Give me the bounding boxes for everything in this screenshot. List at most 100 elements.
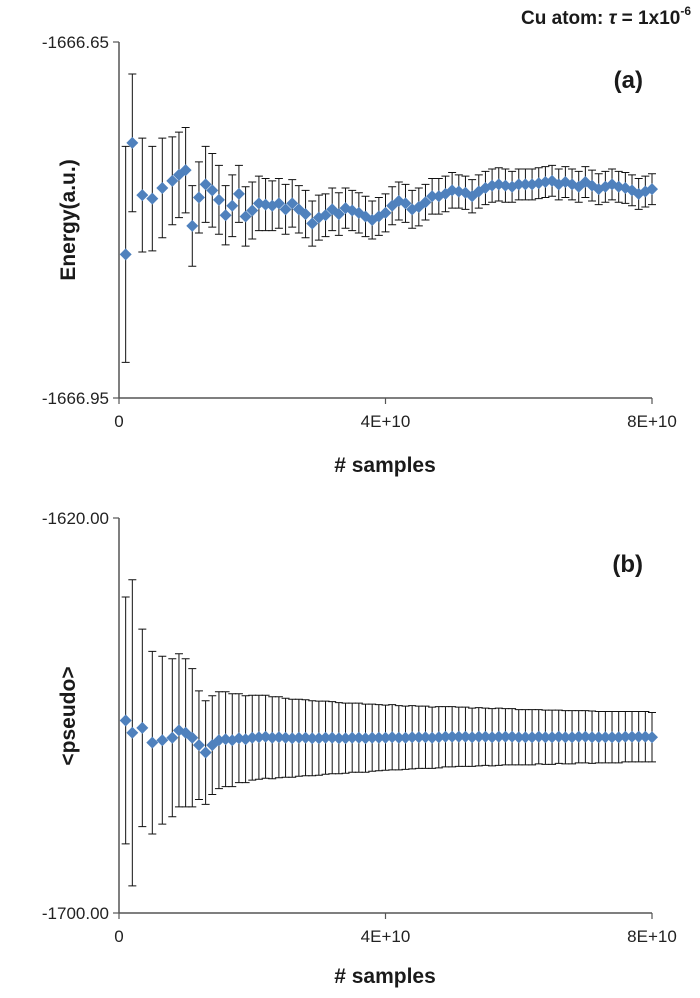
data-point bbox=[126, 726, 139, 739]
data-point bbox=[392, 731, 405, 744]
data-point bbox=[126, 136, 139, 149]
figure-title: Cu atom: τ = 1x10-6 bbox=[521, 4, 691, 29]
data-point bbox=[232, 187, 245, 200]
data-point bbox=[136, 189, 149, 202]
data-point bbox=[419, 731, 432, 744]
data-point bbox=[612, 731, 625, 744]
data-point bbox=[272, 197, 285, 210]
data-point bbox=[246, 204, 259, 217]
data-point bbox=[292, 731, 305, 744]
data-point bbox=[299, 731, 312, 744]
data-point bbox=[512, 731, 525, 744]
data-point bbox=[446, 730, 459, 743]
x-tick-label: 4E+10 bbox=[361, 412, 411, 431]
data-point bbox=[306, 217, 319, 230]
data-point bbox=[606, 731, 619, 744]
data-point bbox=[166, 731, 179, 744]
data-point bbox=[156, 181, 169, 194]
data-point bbox=[479, 730, 492, 743]
data-point bbox=[566, 731, 579, 744]
data-point bbox=[426, 190, 439, 203]
data-point bbox=[226, 199, 239, 212]
data-point bbox=[306, 732, 319, 745]
data-point bbox=[599, 731, 612, 744]
data-point bbox=[346, 731, 359, 744]
data-point bbox=[332, 732, 345, 745]
data-point bbox=[559, 731, 572, 744]
data-point bbox=[426, 731, 439, 744]
data-point bbox=[279, 203, 292, 216]
data-point bbox=[186, 219, 199, 232]
data-point bbox=[532, 730, 545, 743]
data-point bbox=[312, 732, 325, 745]
data-point bbox=[399, 197, 412, 210]
data-point bbox=[619, 730, 632, 743]
data-point bbox=[119, 248, 132, 261]
data-point bbox=[639, 730, 652, 743]
data-point bbox=[219, 209, 232, 222]
data-point bbox=[386, 731, 399, 744]
data-point bbox=[286, 197, 299, 210]
data-point bbox=[646, 183, 658, 196]
data-point bbox=[439, 730, 452, 743]
data-point bbox=[352, 731, 365, 744]
data-point bbox=[379, 731, 392, 744]
y-axis-title: Energy(a.u.) bbox=[57, 159, 80, 280]
panel-label: (b) bbox=[612, 551, 643, 578]
data-point bbox=[499, 730, 512, 743]
data-point bbox=[332, 208, 345, 221]
data-point bbox=[592, 731, 605, 744]
data-point bbox=[192, 191, 205, 204]
x-axis-title: # samples bbox=[334, 454, 436, 477]
data-point bbox=[379, 206, 392, 219]
data-point bbox=[166, 174, 179, 187]
data-point bbox=[579, 730, 592, 743]
data-point bbox=[199, 178, 212, 191]
y-tick-label: -1666.95 bbox=[42, 389, 109, 408]
x-tick-label: 0 bbox=[114, 927, 123, 946]
data-point bbox=[552, 730, 565, 743]
data-point bbox=[119, 714, 132, 727]
y-tick-label: -1700.00 bbox=[42, 904, 109, 923]
y-tick-label: -1620.00 bbox=[42, 509, 109, 528]
data-point bbox=[492, 730, 505, 743]
data-point bbox=[519, 731, 532, 744]
data-point bbox=[546, 731, 559, 744]
data-point bbox=[246, 731, 259, 744]
data-point bbox=[326, 731, 339, 744]
data-point bbox=[452, 730, 465, 743]
data-point bbox=[472, 730, 485, 743]
y-tick-label: -1666.65 bbox=[42, 33, 109, 52]
x-axis-title: # samples bbox=[334, 965, 436, 988]
y-axis-title: <pseudo> bbox=[57, 666, 80, 765]
x-tick-label: 8E+10 bbox=[627, 927, 677, 946]
data-point bbox=[146, 192, 159, 205]
panel-label: (a) bbox=[614, 67, 643, 94]
chart-panel-a: Energy(a.u.) # samples (a) -1666.65 -1666… bbox=[42, 33, 677, 477]
x-tick-label: 8E+10 bbox=[627, 412, 677, 431]
data-point bbox=[466, 731, 479, 744]
data-point bbox=[366, 731, 379, 744]
x-tick-label: 4E+10 bbox=[361, 927, 411, 946]
data-point bbox=[136, 721, 149, 734]
data-point bbox=[272, 731, 285, 744]
data-point bbox=[506, 730, 519, 743]
data-point bbox=[146, 736, 159, 749]
data-point bbox=[372, 731, 385, 744]
data-point bbox=[339, 732, 352, 745]
chart-panel-b: <pseudo> # samples (b) -1620.00 -1700.00 0… bbox=[42, 509, 677, 988]
data-point bbox=[519, 178, 532, 191]
data-point bbox=[646, 731, 658, 744]
data-point bbox=[539, 731, 552, 744]
data-point bbox=[626, 730, 639, 743]
data-point bbox=[286, 732, 299, 745]
data-point bbox=[266, 731, 279, 744]
data-point bbox=[359, 732, 372, 745]
data-point bbox=[319, 209, 332, 222]
data-point bbox=[512, 178, 525, 191]
data-point bbox=[239, 210, 252, 223]
data-point bbox=[179, 164, 192, 177]
data-point bbox=[412, 731, 425, 744]
data-point bbox=[432, 731, 445, 744]
data-point bbox=[279, 731, 292, 744]
